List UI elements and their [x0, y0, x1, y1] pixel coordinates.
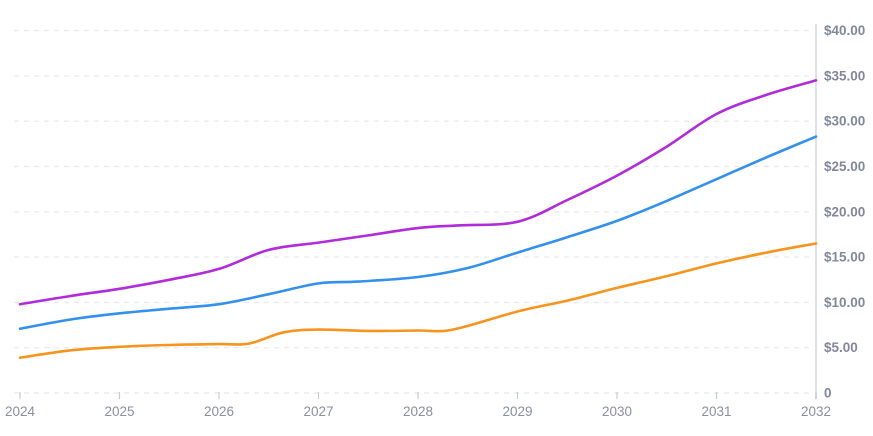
x-axis-label-2026: 2026 — [204, 404, 234, 419]
series-blue-line[interactable] — [18, 135, 818, 330]
y-axis-label-25: $25.00 — [824, 159, 865, 174]
y-axis-label-10: $10.00 — [824, 295, 865, 310]
x-axis-label-2025: 2025 — [104, 404, 134, 419]
x-axis-label-2027: 2027 — [303, 404, 333, 419]
y-axis-label-30: $30.00 — [824, 114, 865, 129]
series-orange-line[interactable] — [18, 242, 818, 359]
x-axis-label-2024: 2024 — [5, 404, 36, 419]
y-axis-label-15: $15.00 — [824, 250, 865, 265]
y-axis-label-40: $40.00 — [824, 23, 865, 38]
y-axis-label-0: 0 — [824, 386, 832, 401]
y-axis-label-35: $35.00 — [824, 68, 865, 83]
x-axis-label-2029: 2029 — [502, 404, 532, 419]
x-axis-label-2031: 2031 — [701, 404, 731, 419]
x-axis-label-2030: 2030 — [602, 404, 632, 419]
y-axis-label-20: $20.00 — [824, 204, 865, 219]
y-axis-label-5: $5.00 — [824, 340, 858, 355]
series-purple-line[interactable] — [18, 79, 818, 306]
x-axis-label-2032: 2032 — [801, 404, 831, 419]
x-axis-label-2028: 2028 — [403, 404, 433, 419]
